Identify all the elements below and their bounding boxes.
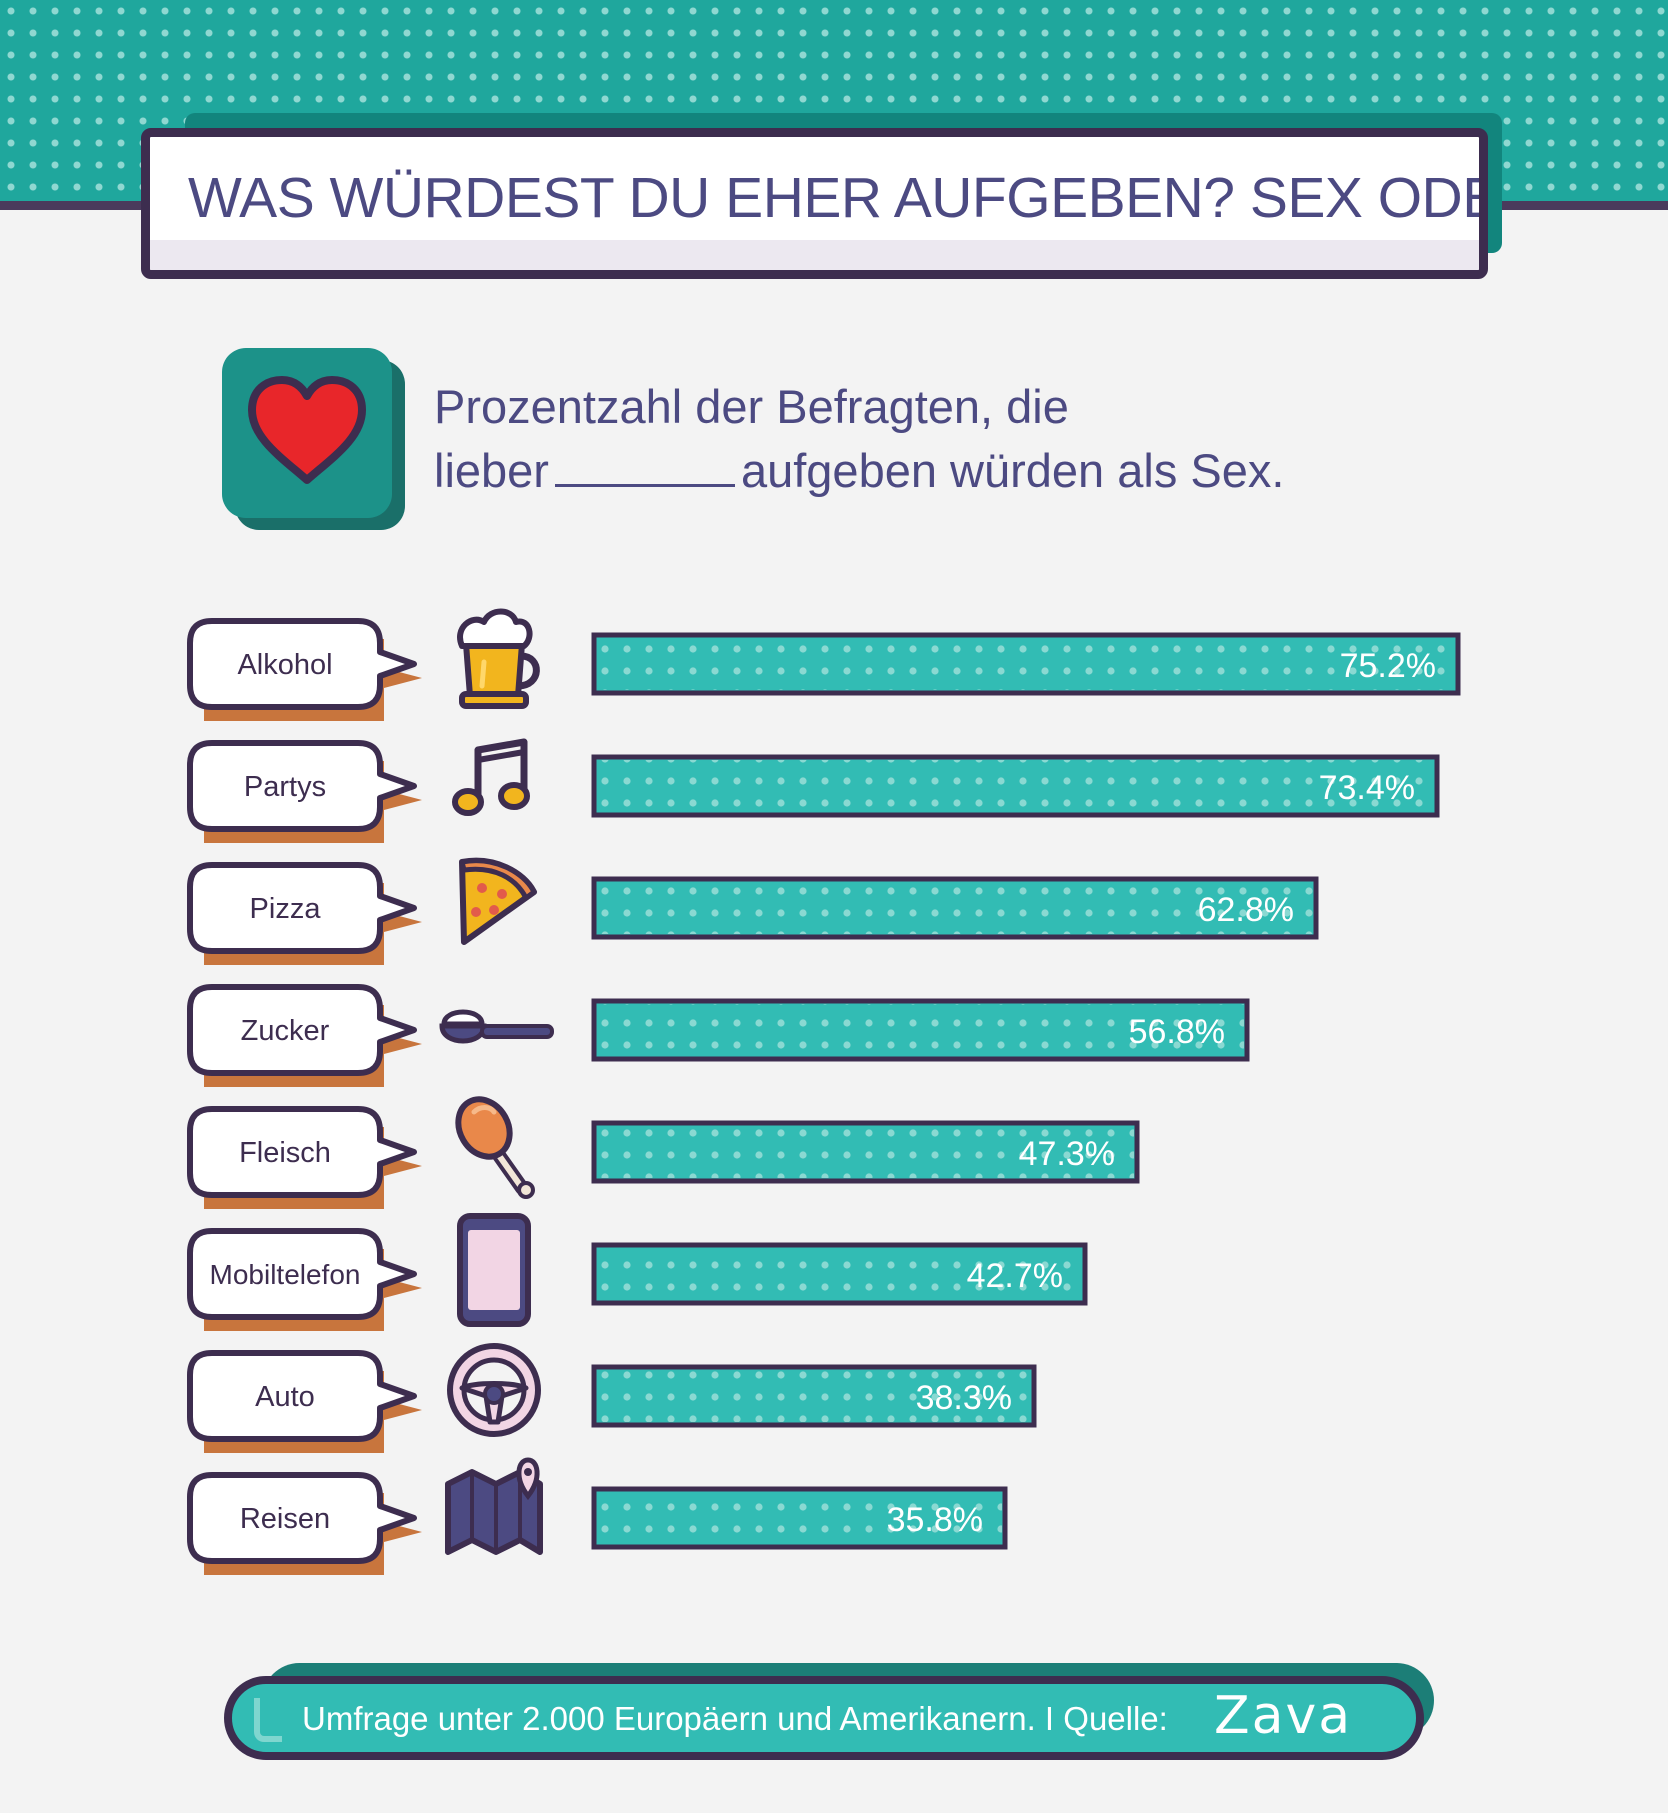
chart-row: Auto 38.3% xyxy=(187,1343,1037,1453)
bar-value-label: 35.8% xyxy=(887,1501,983,1539)
category-bubble: Fleisch xyxy=(187,1106,422,1209)
bar: 56.8% xyxy=(591,998,1250,1062)
footer-source-text: Umfrage unter 2.000 Europäern und Amerik… xyxy=(302,1700,1168,1737)
bar-value-label: 75.2% xyxy=(1340,647,1436,685)
heart-icon xyxy=(248,376,366,484)
subtitle-blank xyxy=(554,444,735,487)
category-label: Mobiltelefon xyxy=(210,1259,361,1290)
chart-row: Partys 73.4% xyxy=(187,738,1440,843)
bar-value-label: 42.7% xyxy=(967,1257,1063,1295)
category-bubble: Zucker xyxy=(187,984,422,1087)
title-box: WAS WÜRDEST DU EHER AUFGEBEN? SEX ODER..… xyxy=(141,128,1488,279)
category-label: Zucker xyxy=(241,1015,330,1047)
category-label: Reisen xyxy=(240,1503,330,1535)
beer-icon xyxy=(457,608,540,709)
pizza-icon xyxy=(459,857,537,945)
spoon-icon xyxy=(439,1009,554,1044)
subtitle-line-1: Prozentzahl der Befragten, die xyxy=(434,380,1069,433)
category-bubble: Alkohol xyxy=(187,618,422,721)
category-bubble: Auto xyxy=(187,1350,422,1453)
subtitle-line-2-start: lieber xyxy=(434,444,549,497)
chart-subtitle: Prozentzahl der Befragten, die lieber auf… xyxy=(434,375,1284,503)
category-label: Alkohol xyxy=(237,649,332,681)
category-label: Auto xyxy=(255,1381,315,1413)
category-label: Fleisch xyxy=(239,1137,331,1169)
category-bubble: Mobiltelefon xyxy=(187,1228,422,1331)
category-label: Partys xyxy=(244,771,326,803)
bar: 35.8% xyxy=(591,1486,1008,1550)
bar: 75.2% xyxy=(591,632,1461,696)
page-title: WAS WÜRDEST DU EHER AUFGEBEN? SEX ODER..… xyxy=(188,166,1488,230)
bar: 62.8% xyxy=(591,876,1319,940)
subtitle-line-2-end: aufgeben würden als Sex. xyxy=(740,444,1285,497)
category-bubble: Reisen xyxy=(187,1472,422,1575)
bar-value-label: 38.3% xyxy=(916,1379,1012,1417)
map-icon xyxy=(445,1457,543,1555)
bar-value-label: 73.4% xyxy=(1319,769,1415,807)
category-bubble: Partys xyxy=(187,740,422,843)
bar-value-label: 56.8% xyxy=(1129,1013,1225,1051)
chart-row: Reisen 35.8% xyxy=(187,1457,1008,1575)
footer-bracket-decoration xyxy=(254,1698,282,1742)
bar: 38.3% xyxy=(591,1364,1037,1428)
category-label: Pizza xyxy=(250,893,322,925)
heart-tile xyxy=(222,348,392,518)
phone-icon xyxy=(457,1213,531,1327)
chart-row: Mobiltelefon 42.7% xyxy=(187,1213,1088,1331)
chicken-leg-icon xyxy=(455,1096,535,1199)
bar: 73.4% xyxy=(591,754,1440,818)
category-bubble: Pizza xyxy=(187,862,422,965)
chart-row: Zucker 56.8% xyxy=(187,984,1250,1087)
bar: 42.7% xyxy=(591,1242,1088,1306)
music-note-icon xyxy=(452,738,530,816)
bar-value-label: 62.8% xyxy=(1198,891,1294,929)
bar: 47.3% xyxy=(591,1120,1140,1184)
footer-banner: Umfrage unter 2.000 Europäern und Amerik… xyxy=(224,1676,1424,1760)
chart-row: Pizza 62.8% xyxy=(187,857,1319,965)
chart-row: Fleisch 47.3% xyxy=(187,1096,1140,1209)
zava-logo: Zava xyxy=(1214,1686,1353,1746)
subtitle-line-2: lieber aufgeben würden als Sex. xyxy=(434,439,1284,503)
bar-value-label: 47.3% xyxy=(1019,1135,1115,1173)
steering-wheel-icon xyxy=(447,1343,541,1437)
chart-row: Alkohol 75.2% xyxy=(187,608,1461,721)
